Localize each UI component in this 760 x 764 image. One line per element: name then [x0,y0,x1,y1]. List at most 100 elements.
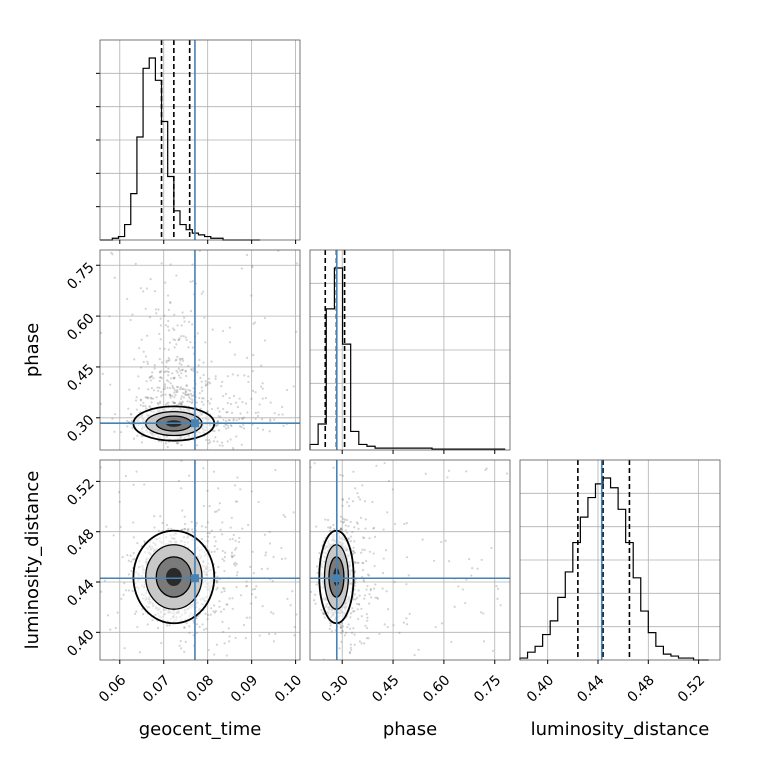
scatter-point [198,625,201,628]
scatter-point [327,526,330,529]
scatter-point [261,605,264,608]
scatter-point [169,394,172,397]
scatter-point [218,600,221,603]
scatter-point [233,484,237,487]
scatter-point [241,417,244,420]
scatter-point [139,398,143,401]
scatter-point [269,401,272,404]
scatter-point [153,515,156,518]
scatter-point [339,626,343,629]
scatter-point [175,369,178,372]
scatter-point [261,397,264,400]
y-tick-label: 0.44 [64,576,97,609]
scatter-point [177,374,181,377]
scatter-point [289,604,292,607]
scatter-point [245,584,249,588]
scatter-point [146,334,149,337]
scatter-point [159,338,162,341]
scatter-point [183,316,186,319]
scatter-point [362,536,365,539]
scatter-point [158,376,162,379]
scatter-point [175,343,178,346]
scatter-point [130,420,133,423]
scatter-point [238,397,241,400]
scatter-point [253,587,257,591]
scatter-point [387,608,390,611]
y-tick-label: 0.52 [64,476,97,509]
scatter-point [263,533,266,536]
scatter-point [365,588,368,591]
scatter-point [270,611,273,614]
scatter-point [173,313,176,316]
scatter-point [210,607,213,610]
scatter-point [341,625,345,628]
scatter-point [213,550,216,553]
scatter-point [257,500,260,504]
scatter-point [230,424,233,428]
scatter-point [158,370,161,374]
scatter-point [360,642,363,645]
scatter-point [242,623,246,627]
scatter-point [251,264,254,267]
scatter-point [405,617,408,620]
scatter-point [349,627,352,630]
scatter-point [367,637,370,640]
y-tick-label: 0.30 [64,412,97,445]
scatter-point [182,335,185,338]
scatter-point [231,447,235,450]
scatter-point [156,401,159,405]
scatter-point [150,375,154,378]
scatter-point [132,536,135,539]
scatter-point [178,401,181,404]
scatter-point [177,367,181,370]
scatter-point [352,546,355,549]
x-tick-label: 0.75 [471,672,504,705]
scatter-point [186,530,190,533]
scatter-point [329,527,332,530]
scatter-point [368,550,371,553]
scatter-point [354,598,357,601]
scatter-point [198,392,201,395]
scatter-point [349,646,352,649]
scatter-point [191,346,194,349]
scatter-point [148,376,151,380]
scatter-point [181,359,185,362]
scatter-point [231,607,234,610]
scatter-point [191,400,194,403]
scatter-point [251,266,254,269]
scatter-point [355,602,359,606]
scatter-point [183,515,186,518]
x-axis-label-phase: phase [383,719,437,740]
scatter-point [273,418,276,421]
scatter-point [132,552,135,555]
scatter-point [223,425,226,428]
scatter-point [250,397,253,400]
scatter-point [210,407,214,411]
scatter-point [496,587,500,590]
scatter-point [156,626,160,630]
scatter-point [236,374,240,377]
scatter-point [360,615,363,618]
scatter-point [313,462,316,465]
scatter-point [243,427,246,430]
scatter-point [295,613,298,616]
scatter-point [201,389,204,392]
scatter-point [264,396,267,400]
scatter-point [206,489,209,492]
truth-marker [190,574,199,583]
scatter-point [150,397,153,400]
scatter-point [351,500,355,503]
scatter-point [114,626,117,630]
scatter-point [166,294,170,297]
scatter-point [352,550,355,553]
scatter-point [158,379,161,383]
scatter-point [155,312,158,315]
scatter-point [167,348,170,351]
scatter-point [344,529,347,532]
scatter-point [339,624,343,627]
scatter-point [349,612,353,615]
scatter-point [383,623,386,626]
scatter-point [160,394,163,398]
scatter-point [218,444,221,447]
scatter-point [214,423,217,427]
